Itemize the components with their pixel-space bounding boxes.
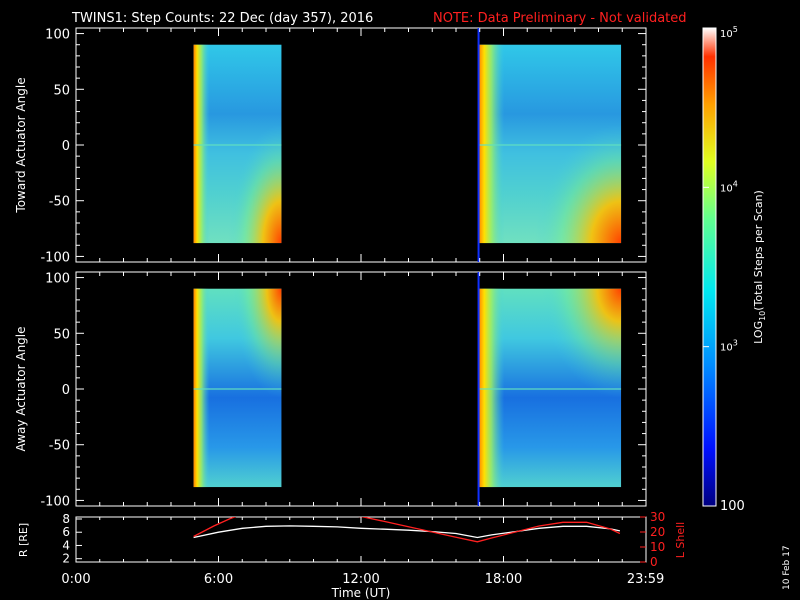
heatmap-block-corner bbox=[193, 288, 282, 488]
heatmap-zero-stripe bbox=[478, 388, 622, 390]
date-stamp: 10 Feb 17 bbox=[782, 545, 792, 590]
colorbar-label: LOG10(Total Steps per Scan) bbox=[752, 190, 767, 344]
y-tick-label: 50 bbox=[53, 83, 70, 98]
panel-toward: -100 -50 0 50 100 Toward Actuator Angle bbox=[14, 27, 647, 265]
y-tick-label: -50 bbox=[49, 195, 70, 210]
y-tick-label: 50 bbox=[53, 327, 70, 342]
panel-toward-y-label: Toward Actuator Angle bbox=[14, 77, 28, 213]
x-tick-label: 12:00 bbox=[342, 572, 379, 587]
panel-orbit-frame bbox=[75, 516, 647, 563]
panel-away-y-ticks: -100 -50 0 50 100 bbox=[40, 272, 646, 509]
heatmap-block-corner bbox=[193, 44, 282, 244]
x-tick-label: 18:00 bbox=[485, 572, 522, 587]
y-tick-label: 100 bbox=[45, 272, 70, 287]
figure-title: TWINS1: Step Counts: 22 Dec (day 357), 2… bbox=[71, 11, 373, 26]
left-tick-label: 6 bbox=[62, 525, 70, 539]
x-axis-label: Time (UT) bbox=[331, 586, 391, 600]
right-tick-label: 30 bbox=[650, 510, 665, 524]
orbit-lines bbox=[193, 517, 621, 543]
panel-away-x-ticks bbox=[75, 272, 647, 506]
panel-away: -100 -50 0 50 100 Away Actuator Angle bbox=[14, 271, 647, 509]
right-tick-label: 20 bbox=[650, 525, 665, 539]
x-tick-label: 0:00 bbox=[61, 572, 90, 587]
colorbar-tick-label: 104 bbox=[720, 179, 738, 194]
x-tick-label: 23:59 bbox=[627, 572, 664, 587]
y-tick-label: -100 bbox=[40, 494, 70, 509]
y-tick-label: 100 bbox=[45, 28, 70, 43]
x-tick-label: 6:00 bbox=[204, 572, 233, 587]
panel-away-y-label: Away Actuator Angle bbox=[14, 326, 28, 451]
right-tick-label: 10 bbox=[650, 540, 665, 554]
orbit-right-axis-label: L Shell bbox=[674, 522, 687, 558]
right-tick-label: 0 bbox=[650, 555, 658, 569]
y-tick-label: 0 bbox=[62, 139, 70, 154]
left-tick-label: 2 bbox=[62, 552, 70, 566]
colorbar-gradient bbox=[702, 27, 717, 507]
heatmap-zero-stripe bbox=[478, 144, 622, 146]
panel-away-heatmap bbox=[193, 272, 622, 506]
preliminary-note: NOTE: Data Preliminary - Not validated bbox=[433, 11, 687, 26]
heatmap-block bbox=[193, 44, 282, 244]
panel-toward-heatmap bbox=[193, 28, 622, 262]
colorbar-tick-label: 105 bbox=[720, 25, 738, 40]
orbit-x-ticks: 0:00 6:00 12:00 18:00 23:59 bbox=[61, 517, 664, 587]
colorbar: 100 103 104 105 LOG10(Total Steps per Scan) bbox=[702, 25, 767, 514]
panel-toward-y-ticks: -100 -50 0 50 100 bbox=[40, 28, 646, 265]
heatmap-zero-stripe bbox=[193, 144, 282, 146]
panel-toward-x-ticks bbox=[75, 28, 647, 262]
l-shell-line bbox=[358, 517, 621, 543]
heatmap-block bbox=[478, 288, 622, 488]
left-tick-label: 4 bbox=[62, 538, 70, 552]
left-tick-label: 8 bbox=[62, 512, 70, 526]
r-distance-line bbox=[193, 525, 621, 539]
heatmap-block-corner bbox=[478, 44, 622, 244]
y-tick-label: -50 bbox=[49, 439, 70, 454]
orbit-left-axis-label: R [RE] bbox=[17, 523, 30, 557]
heatmap-block bbox=[478, 44, 622, 244]
heatmap-zero-stripe bbox=[193, 388, 282, 390]
colorbar-tick-label: 103 bbox=[720, 339, 738, 354]
y-tick-label: -100 bbox=[40, 250, 70, 265]
y-tick-label: 0 bbox=[62, 383, 70, 398]
heatmap-block-corner bbox=[478, 288, 622, 488]
heatmap-block bbox=[193, 288, 282, 488]
colorbar-tick-label: 100 bbox=[720, 499, 745, 514]
l-shell-line bbox=[193, 517, 237, 538]
